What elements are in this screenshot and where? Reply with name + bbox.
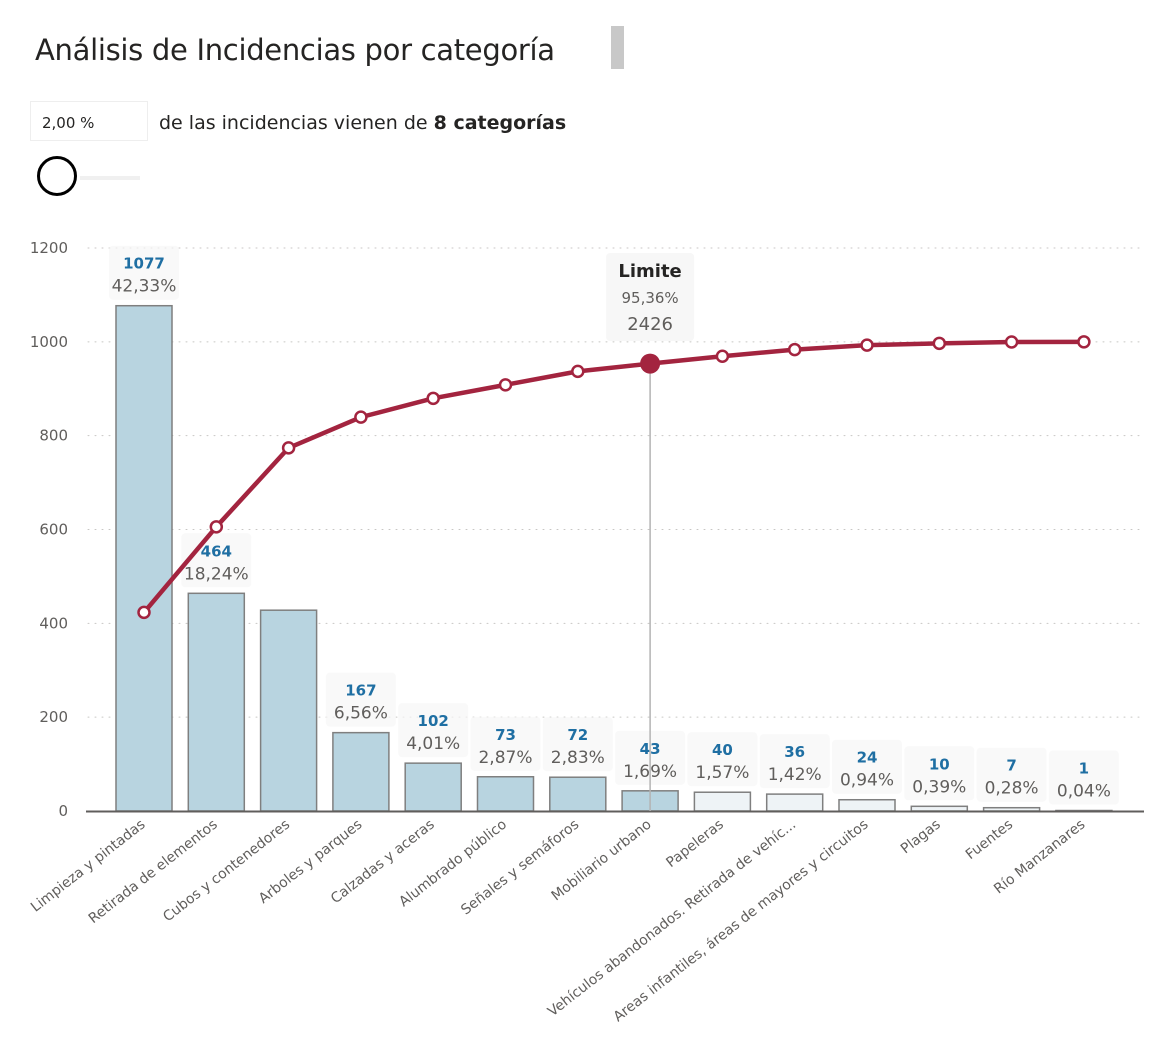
bar-percent-label: 0,94% [840,771,894,791]
x-tick-label: Señales y semáforos [458,817,582,919]
cumulative-line [142,339,1084,614]
data-label-background [904,746,975,801]
x-tick-label: Areas infantiles, áreas de mayores y cir… [611,817,872,1026]
bar-count-label: 40 [712,741,733,759]
bar-count-label: 24 [857,749,878,767]
threshold-input[interactable]: 2,00 % [30,101,148,141]
bar [332,731,390,812]
data-label-background [398,703,469,758]
x-tick-label: Fuentes [963,817,1016,863]
limit-point [640,353,661,374]
limit-tooltip-value: 2426 [627,314,673,335]
y-tick-label: 1200 [30,239,68,257]
bar [476,776,535,812]
threshold-slider-track[interactable] [80,176,140,180]
bar [765,793,824,812]
bar [838,798,896,812]
x-tick-label: Papeleras [663,817,726,871]
bar-percent-label: 1,42% [768,765,822,785]
cumulative-point [426,391,440,406]
y-tick-label: 800 [39,427,68,445]
cumulative-point [932,336,947,351]
bar [115,304,173,812]
bar-count-label: 7 [1006,757,1016,775]
bar-count-label: 10 [929,755,950,773]
data-label-background [470,716,541,771]
data-label-background [976,747,1047,802]
bar-percent-label: 0,39% [912,777,966,797]
bar-percent-label: 4,01% [406,734,460,754]
data-label-background [542,717,613,772]
cumulative-point [787,342,802,357]
bar-count-label: 36 [784,743,805,761]
x-tick-label: Vehículos abandonados. Retirada de vehíc… [545,817,799,1021]
limit-tooltip-title: Limite [618,261,681,282]
summary-label: de las incidencias vienen de [159,112,434,134]
bar-percent-label: 2,83% [551,748,605,768]
cumulative-point [281,441,296,455]
x-tick-label: Cubos y contenedores [160,817,293,926]
y-tick-label: 1000 [30,333,68,351]
x-tick-label: Plagas [898,817,944,858]
bar [549,776,607,812]
bar-percent-label: 2,87% [478,748,532,768]
bar [259,609,318,812]
bar-percent-label: 0,04% [1057,782,1111,802]
limit-tooltip-percent: 95,36% [621,289,678,307]
y-tick-label: 200 [39,708,68,726]
cumulative-point [1077,335,1091,349]
cumulative-point [354,410,368,424]
bar [910,805,969,812]
bar-count-label: 72 [567,726,588,744]
cumulative-point [498,378,513,392]
title-accent-bar [611,26,624,69]
bar-count-label: 464 [201,542,232,560]
x-tick-label: Limpieza y pintadas [28,817,148,916]
bar-percent-label: 6,56% [334,704,388,724]
threshold-slider-thumb[interactable] [37,156,77,196]
y-tick-label: 600 [39,521,68,539]
x-tick-label: Retirada de elementos [86,817,221,927]
bar [693,791,752,812]
bar-count-label: 1 [1079,760,1089,778]
page-title: Análisis de Incidencias por categoría [35,33,555,67]
bar-count-label: 1077 [123,255,165,273]
bar-count-label: 102 [418,712,449,730]
summary-text: de las incidencias vienen de 8 categoría… [159,112,566,134]
bar [187,592,246,812]
cumulative-point [137,605,151,620]
bar-percent-label: 18,24% [184,564,249,584]
data-label-background [109,245,179,300]
summary-category-count: 8 categorías [433,112,567,134]
cumulative-point [860,338,874,352]
bar-percent-label: 0,28% [985,779,1039,799]
data-label-background [687,732,758,787]
bar-count-label: 167 [345,682,376,700]
bar-percent-label: 42,33% [112,277,177,297]
limit-tooltip-background [606,253,695,341]
cumulative-point [1004,335,1019,349]
y-tick-label: 400 [39,614,68,632]
bar-count-label: 73 [495,726,516,744]
data-label-background [832,739,902,794]
cumulative-point [209,520,224,534]
data-label-background [1048,750,1119,805]
cumulative-point [571,364,585,379]
bar-percent-label: 1,57% [695,763,749,783]
cumulative-point [715,349,730,363]
bar [404,762,462,812]
data-label-background [759,734,830,789]
data-label-background [325,672,396,727]
y-tick-label: 0 [58,802,68,820]
